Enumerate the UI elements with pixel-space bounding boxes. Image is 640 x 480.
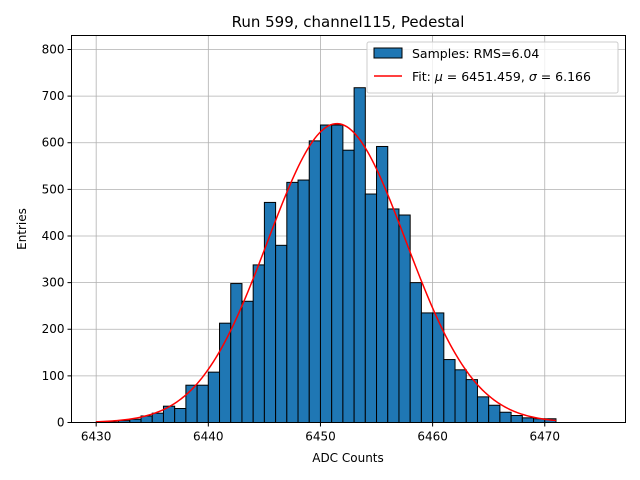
histogram-bar [364, 193, 378, 423]
histogram-bar [185, 384, 198, 423]
y-tick-label: 100 [42, 369, 65, 383]
legend: Samples: RMS=6.04 Fit: μ = 6451.459, σ =… [366, 41, 619, 94]
histogram-bar [353, 87, 366, 424]
y-tick-label: 200 [42, 322, 65, 336]
histogram-bar [241, 300, 254, 423]
y-tick-label: 800 [42, 42, 65, 56]
x-tick-label: 6470 [529, 430, 560, 444]
histogram-bar [443, 359, 456, 424]
y-tick-label: 300 [42, 276, 65, 290]
histogram-bar [207, 371, 221, 423]
histogram-bar [230, 283, 243, 423]
histogram-bar [286, 181, 299, 423]
y-tick-label: 700 [42, 89, 65, 103]
histogram-bar [510, 415, 523, 423]
histogram-bar [454, 369, 467, 423]
histogram-bar [376, 145, 389, 424]
histogram-bar [252, 264, 265, 423]
x-tick-label: 6440 [193, 430, 224, 444]
x-axis-ticks: 6430 6440 6450 6460 6470 [81, 422, 560, 444]
histogram-bar [342, 149, 355, 423]
histogram-bar [387, 208, 400, 423]
legend-fit-sigma-value: = 6.166 [537, 69, 591, 84]
histogram-bar [151, 412, 164, 424]
legend-fit-sigma-symbol: σ [529, 69, 538, 84]
y-tick-label: 0 [57, 416, 65, 430]
y-axis-ticks: 0 100 200 300 400 500 600 700 800 [42, 42, 72, 430]
histogram-bar [499, 411, 512, 423]
legend-fit-prefix: Fit: [412, 69, 435, 84]
legend-samples-label: Samples: RMS=6.04 [412, 46, 539, 61]
legend-fit-mu-value: = 6451.459, [443, 69, 529, 84]
x-axis-label: ADC Counts [312, 451, 384, 465]
histogram-bar [476, 396, 490, 423]
histogram-bar [196, 384, 209, 423]
histogram-bar [297, 179, 310, 423]
histogram-bar [331, 124, 344, 423]
y-tick-label: 600 [42, 136, 65, 150]
histogram-bar [219, 322, 232, 424]
histogram-bar [409, 282, 422, 423]
histogram-bar [488, 404, 501, 424]
histogram-bar [319, 124, 333, 423]
histogram-bar [521, 417, 535, 423]
x-tick-label: 6430 [81, 430, 112, 444]
histogram-bar [420, 312, 434, 423]
y-tick-label: 500 [42, 182, 65, 196]
legend-box [366, 41, 619, 94]
legend-fit-mu-symbol: μ [434, 69, 443, 84]
legend-fit-label: Fit: μ = 6451.459, σ = 6.166 [412, 69, 591, 84]
histogram-bar [308, 140, 321, 423]
plot-frame [71, 35, 626, 423]
histogram-bar [275, 244, 288, 423]
x-tick-label: 6460 [417, 430, 448, 444]
chart-title: Run 599, channel115, Pedestal [232, 13, 465, 31]
legend-samples-swatch [373, 47, 403, 59]
histogram-bar [465, 379, 478, 423]
y-axis-label: Entries [15, 208, 29, 250]
histogram-bar [174, 408, 187, 424]
gaussian-fit-line [96, 122, 557, 423]
y-tick-label: 400 [42, 229, 65, 243]
x-tick-label: 6450 [305, 430, 336, 444]
